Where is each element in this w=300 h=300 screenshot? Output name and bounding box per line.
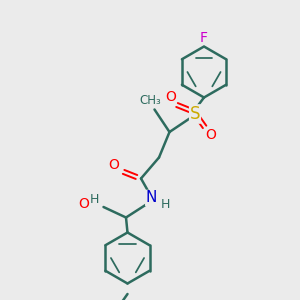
Text: CH₃: CH₃ <box>139 94 161 107</box>
Text: S: S <box>190 105 200 123</box>
Text: N: N <box>146 190 157 206</box>
Text: H: H <box>160 197 170 211</box>
Text: O: O <box>205 128 216 142</box>
Text: O: O <box>79 197 89 211</box>
Text: F: F <box>200 31 208 44</box>
Text: O: O <box>109 158 119 172</box>
Text: O: O <box>165 91 176 104</box>
Text: H: H <box>90 193 99 206</box>
